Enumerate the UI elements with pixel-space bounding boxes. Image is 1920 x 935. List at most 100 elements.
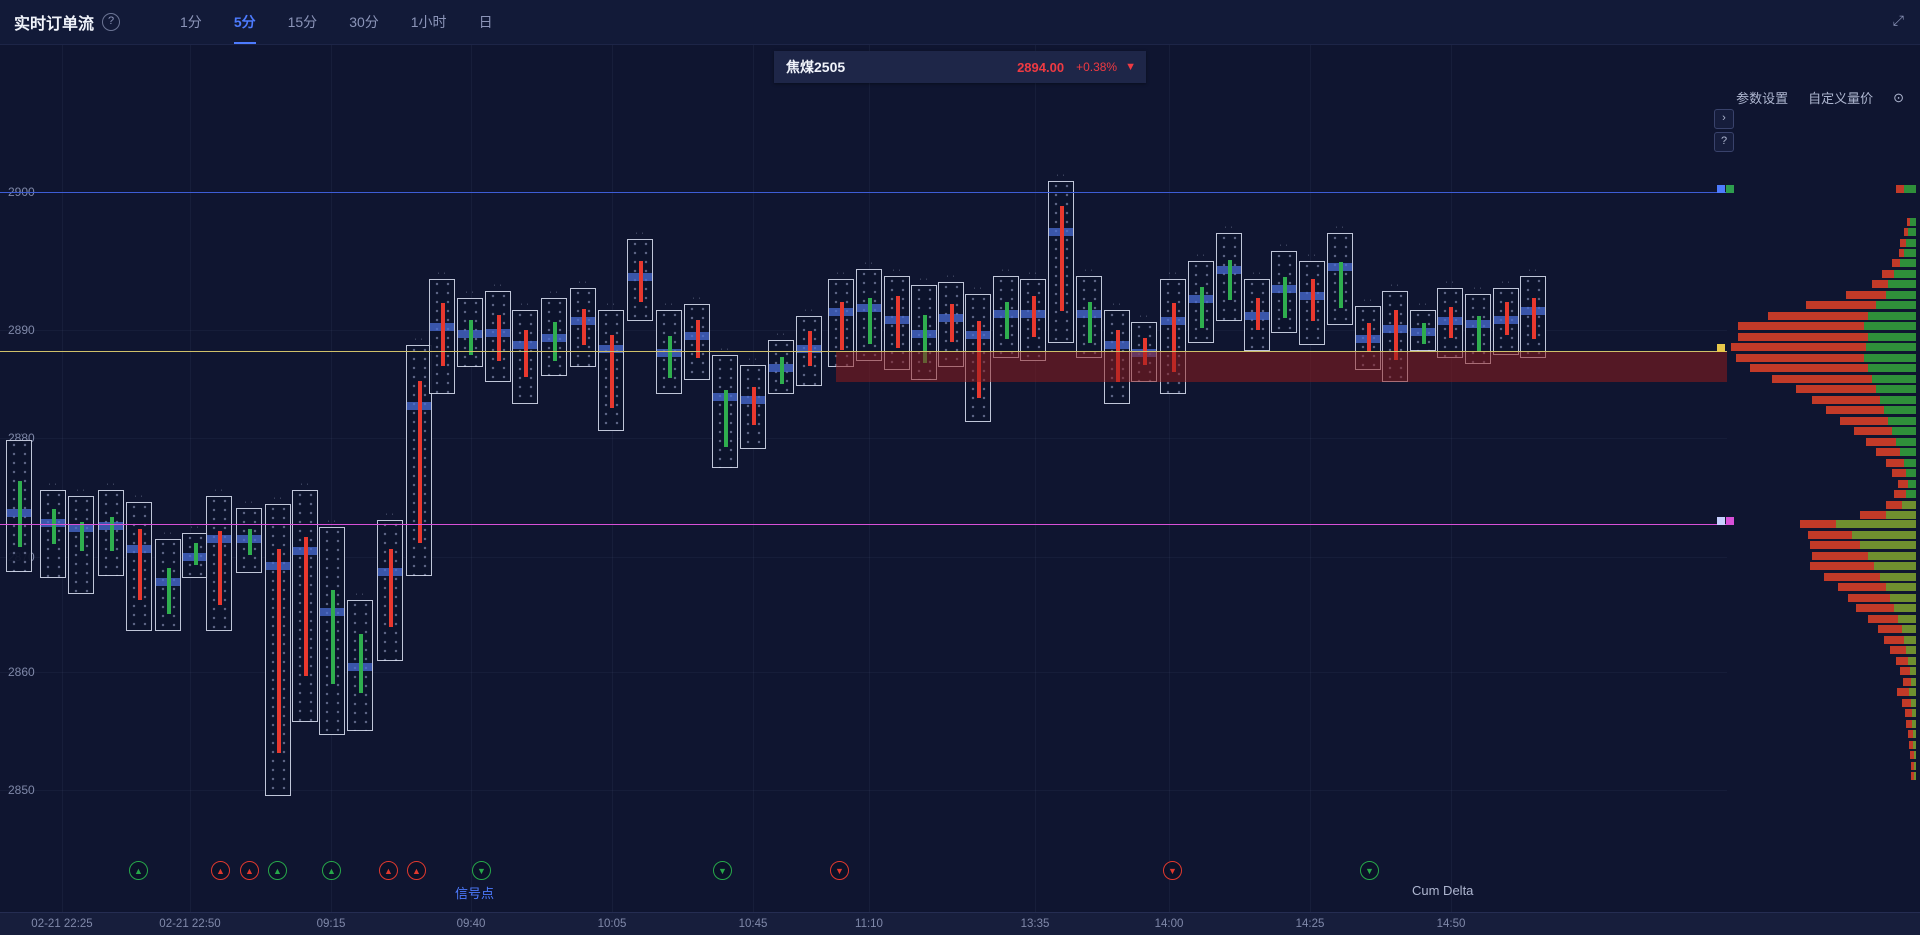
bar-delta-mark: · · <box>864 260 874 267</box>
candle-body <box>1339 262 1343 308</box>
volume-sell-segment <box>1908 730 1913 738</box>
signal-marker-red-down[interactable]: ▼ <box>1163 861 1182 880</box>
candle-body <box>977 321 981 398</box>
volume-buy-segment <box>1912 720 1916 728</box>
signal-marker-green-down[interactable]: ▼ <box>713 861 732 880</box>
bar-delta-mark: · · <box>465 289 475 296</box>
volume-sell-segment <box>1886 501 1902 509</box>
volume-sell-segment <box>1856 604 1894 612</box>
footprint-bar <box>856 269 882 361</box>
bar-delta-mark: · · <box>520 301 530 308</box>
signal-marker-green-up[interactable]: ▲ <box>268 861 287 880</box>
signal-marker-red-up[interactable]: ▲ <box>379 861 398 880</box>
signal-marker-green-down[interactable]: ▼ <box>472 861 491 880</box>
signal-points-label[interactable]: 信号点 <box>455 886 495 901</box>
footprint-bar <box>1437 288 1463 358</box>
signal-marker-green-up[interactable]: ▲ <box>322 861 341 880</box>
footprint-bar <box>712 355 738 468</box>
volume-sell-segment <box>1838 583 1886 591</box>
expand-icon[interactable]: ⤢ <box>1892 12 1904 28</box>
chevron-down-icon[interactable]: ▼ <box>1125 61 1136 73</box>
candle-body <box>1256 298 1260 330</box>
volume-sell-segment <box>1772 375 1872 383</box>
volume-sell-segment <box>1876 448 1900 456</box>
contract-selector[interactable]: 焦煤2505 2894.00 +0.38% ▼ <box>774 51 1146 83</box>
candle-body <box>582 309 586 345</box>
candle-body <box>840 302 844 350</box>
volume-buy-segment <box>1914 772 1916 780</box>
volume-profile-row <box>1894 490 1916 498</box>
volume-sell-segment <box>1904 228 1908 236</box>
tab-day[interactable]: 日 <box>478 14 493 30</box>
footprint-bar <box>319 527 345 735</box>
params-settings-button[interactable]: 参数设置 <box>1736 91 1789 106</box>
volume-buy-segment <box>1904 185 1916 193</box>
volume-sell-segment <box>1882 270 1894 278</box>
bar-delta-mark: · · <box>214 487 224 494</box>
signal-marker-red-down[interactable]: ▼ <box>830 861 849 880</box>
footprint-bar <box>1076 276 1102 358</box>
gear-icon[interactable]: ⊙ <box>1893 89 1904 105</box>
candle-body <box>1505 302 1509 335</box>
time-axis: 02-21 22:25 02-21 22:50 09:15 09:40 10:05 10:… <box>0 912 1920 935</box>
volume-buy-segment <box>1900 448 1916 456</box>
candle-body <box>1228 260 1232 300</box>
signal-marker-red-up[interactable]: ▲ <box>407 861 426 880</box>
tab-1min[interactable]: 1分 <box>180 14 202 30</box>
volume-sell-segment <box>1909 741 1913 749</box>
volume-sell-segment <box>1902 699 1911 707</box>
volume-profile-row <box>1906 720 1916 728</box>
candle-body <box>1088 302 1092 343</box>
volume-buy-segment <box>1902 501 1916 509</box>
vertical-gridline <box>190 44 191 912</box>
bar-delta-mark: · · <box>748 356 758 363</box>
volume-profile-row <box>1892 469 1916 477</box>
volume-buy-segment <box>1906 646 1916 654</box>
volume-buy-segment <box>1909 688 1916 696</box>
tab-5min[interactable]: 5分 <box>233 0 256 44</box>
footprint-bar <box>126 502 152 631</box>
custom-volume-price-button[interactable]: 自定义量价 <box>1808 91 1874 106</box>
volume-profile-row <box>1824 573 1916 581</box>
candle-body <box>52 509 56 544</box>
candle-body <box>1532 298 1536 339</box>
volume-profile-row <box>1840 417 1916 425</box>
volume-buy-segment <box>1896 438 1916 446</box>
volume-profile-row <box>1866 438 1916 446</box>
time-label: 13:35 <box>1020 918 1050 930</box>
price-label: 2860 <box>8 665 35 679</box>
panel-help-button[interactable]: ? <box>1714 132 1734 152</box>
signal-marker-red-up[interactable]: ▲ <box>211 861 230 880</box>
volume-profile-row <box>1750 364 1916 372</box>
cum-delta-label[interactable]: Cum Delta <box>1412 883 1474 898</box>
tab-15min[interactable]: 15分 <box>287 14 318 30</box>
volume-profile-row <box>1911 762 1916 770</box>
volume-profile-row <box>1907 218 1916 226</box>
candle-body <box>418 381 422 543</box>
time-label: 10:05 <box>597 918 627 930</box>
collapse-panel-button[interactable]: › <box>1714 109 1734 129</box>
tab-30min[interactable]: 30分 <box>349 14 379 30</box>
bar-delta-mark: · · <box>106 481 116 488</box>
help-icon[interactable]: ? <box>102 13 121 31</box>
time-label: 11:10 <box>855 918 883 930</box>
bar-delta-mark: · · <box>1139 313 1149 320</box>
tab-1hour[interactable]: 1小时 <box>410 14 447 30</box>
signal-marker-red-up[interactable]: ▲ <box>240 861 259 880</box>
volume-profile-row <box>1731 343 1916 351</box>
candle-body <box>780 357 784 384</box>
volume-profile-row <box>1899 249 1916 257</box>
signal-marker-green-down[interactable]: ▼ <box>1360 861 1379 880</box>
signal-marker-green-up[interactable]: ▲ <box>129 861 148 880</box>
footprint-bar <box>1160 279 1186 394</box>
candle-body <box>808 331 812 366</box>
volume-buy-segment <box>1868 312 1916 320</box>
volume-profile-row <box>1826 406 1916 414</box>
footprint-bar <box>1465 294 1491 364</box>
volume-sell-segment <box>1738 322 1864 330</box>
volume-profile-row <box>1872 280 1916 288</box>
volume-buy-segment <box>1906 469 1916 477</box>
volume-buy-segment <box>1908 657 1916 665</box>
footprint-bar <box>684 304 710 380</box>
volume-buy-segment <box>1888 417 1916 425</box>
